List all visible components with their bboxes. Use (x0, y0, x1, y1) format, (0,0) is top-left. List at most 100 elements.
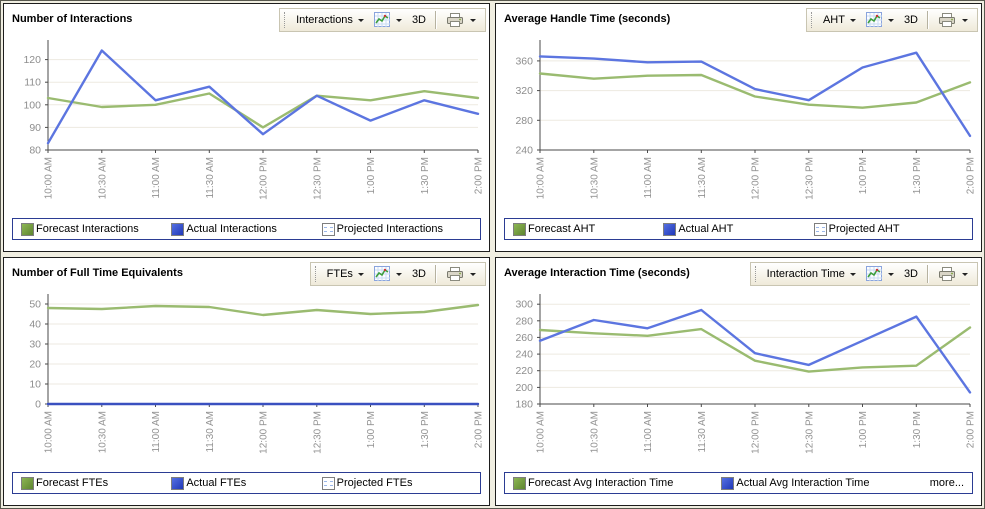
svg-text:2:00 PM: 2:00 PM (474, 411, 485, 448)
ftes-line-chart: 0 10 20 30 40 50 10:00 AM 10:30 AM 11:00 AM 11:30… (29, 294, 485, 454)
svg-text:10:30 AM: 10:30 AM (589, 157, 600, 199)
3d-toggle-button[interactable]: 3D (408, 266, 430, 282)
chevron-down-icon (849, 273, 856, 276)
line-chart-icon (373, 266, 390, 281)
svg-text:12:00 PM: 12:00 PM (259, 157, 270, 200)
forecast-swatch (21, 222, 34, 236)
legend-item: Projected AHT (813, 222, 964, 236)
more-link[interactable]: more... (929, 477, 964, 489)
chevron-down-icon (470, 19, 476, 22)
actual-swatch (721, 476, 735, 490)
legend-item: Actual AHT (663, 222, 813, 236)
toolbar-grip-handle[interactable] (314, 266, 316, 282)
panel-header: Number of Interactions Interactions 3D (4, 4, 489, 36)
svg-text:11:00 AM: 11:00 AM (151, 411, 162, 453)
3d-toggle-label: 3D (903, 14, 918, 26)
print-dropdown[interactable] (441, 265, 480, 284)
legend: Forecast FTEs Actual FTEs Projected FTEs (12, 472, 481, 494)
legend: Forecast AHT Actual AHT Projected AHT (504, 218, 973, 240)
toolbar-separator (927, 11, 928, 29)
toolbar-grip-handle[interactable] (284, 12, 286, 28)
printer-icon (939, 266, 955, 281)
svg-text:1:00 PM: 1:00 PM (858, 411, 869, 448)
chevron-down-icon (849, 19, 856, 22)
line-chart-icon (373, 12, 390, 27)
svg-text:2:00 PM: 2:00 PM (966, 411, 977, 448)
svg-text:10:30 AM: 10:30 AM (589, 411, 600, 453)
legend-item: Forecast FTEs (21, 476, 171, 490)
svg-text:12:30 PM: 12:30 PM (312, 411, 323, 454)
svg-text:10:30 AM: 10:30 AM (97, 157, 108, 199)
metric-dropdown[interactable]: AHT (819, 12, 860, 28)
metric-dropdown[interactable]: FTEs (323, 266, 368, 282)
printer-icon (447, 266, 463, 281)
chart-type-dropdown[interactable] (862, 10, 898, 30)
chart-type-dropdown[interactable] (370, 10, 406, 30)
toolbar-separator (927, 265, 928, 283)
svg-text:180: 180 (515, 399, 533, 411)
svg-text:12:30 PM: 12:30 PM (312, 157, 323, 200)
svg-text:220: 220 (515, 365, 533, 377)
forecast-swatch (21, 476, 34, 490)
svg-text:120: 120 (23, 54, 41, 66)
legend-item: Forecast Interactions (21, 222, 171, 236)
print-dropdown[interactable] (933, 11, 972, 30)
chart-type-dropdown[interactable] (862, 264, 898, 284)
svg-text:10: 10 (29, 379, 41, 391)
svg-text:90: 90 (29, 122, 41, 134)
toolbar-separator (435, 11, 436, 29)
svg-text:12:30 PM: 12:30 PM (804, 411, 815, 454)
3d-toggle-button[interactable]: 3D (900, 266, 922, 282)
svg-text:10:00 AM: 10:00 AM (536, 157, 547, 199)
svg-text:200: 200 (515, 382, 533, 394)
chevron-down-icon (395, 273, 402, 276)
svg-text:1:30 PM: 1:30 PM (912, 157, 923, 194)
3d-toggle-label: 3D (411, 268, 426, 280)
panel-title: Number of Full Time Equivalents (12, 267, 183, 279)
projected-swatch (321, 476, 335, 490)
aht-line-chart: 240 280 320 360 10:00 AM 10:30 AM 11:00 AM 11:3… (515, 40, 977, 200)
legend-label: Projected FTEs (336, 477, 413, 489)
svg-text:100: 100 (23, 99, 41, 111)
print-dropdown[interactable] (441, 11, 480, 30)
legend: Forecast Avg Interaction Time Actual Avg… (504, 472, 973, 494)
svg-text:110: 110 (24, 77, 41, 89)
legend-item: Projected Interactions (321, 222, 472, 236)
legend-label: Actual Interactions (186, 223, 277, 235)
svg-text:12:30 PM: 12:30 PM (804, 157, 815, 200)
chart-type-dropdown[interactable] (370, 264, 406, 284)
legend-label: Forecast AHT (528, 223, 596, 235)
legend-label: Forecast Avg Interaction Time (528, 477, 674, 489)
print-dropdown[interactable] (933, 265, 972, 284)
legend-label: Projected Interactions (336, 223, 444, 235)
projected-swatch (321, 222, 335, 236)
metric-dropdown[interactable]: Interactions (292, 12, 368, 28)
toolbar-grip-handle[interactable] (810, 12, 812, 28)
svg-text:1:00 PM: 1:00 PM (366, 157, 377, 194)
line-chart-icon (865, 266, 882, 281)
chart-toolbar: Interactions 3D (279, 8, 486, 32)
svg-text:80: 80 (29, 145, 41, 157)
svg-text:12:00 PM: 12:00 PM (751, 411, 762, 454)
interaction-time-line-chart: 180 200 220 240 260 280 300 10:00 AM 10:30 AM 11:… (515, 294, 977, 454)
svg-text:11:30 AM: 11:30 AM (205, 157, 216, 199)
chevron-down-icon (357, 273, 364, 276)
chart-panel-ftes: Number of Full Time Equivalents FTEs 3D (3, 257, 490, 506)
svg-text:1:00 PM: 1:00 PM (858, 157, 869, 194)
toolbar-grip-handle[interactable] (754, 266, 756, 282)
svg-text:10:00 AM: 10:00 AM (44, 411, 55, 453)
chart-panel-aht: Average Handle Time (seconds) AHT 3D (495, 3, 982, 252)
legend-label: Actual Avg Interaction Time (736, 477, 870, 489)
metric-dropdown[interactable]: Interaction Time (763, 266, 860, 282)
panel-title: Average Handle Time (seconds) (504, 13, 671, 25)
printer-icon (447, 12, 463, 27)
svg-text:280: 280 (515, 115, 533, 127)
svg-text:1:30 PM: 1:30 PM (420, 157, 431, 194)
svg-text:12:00 PM: 12:00 PM (751, 157, 762, 200)
3d-toggle-button[interactable]: 3D (900, 12, 922, 28)
svg-text:20: 20 (29, 359, 41, 371)
svg-text:0: 0 (35, 399, 41, 411)
3d-toggle-button[interactable]: 3D (408, 12, 430, 28)
legend-label: Actual FTEs (186, 477, 247, 489)
